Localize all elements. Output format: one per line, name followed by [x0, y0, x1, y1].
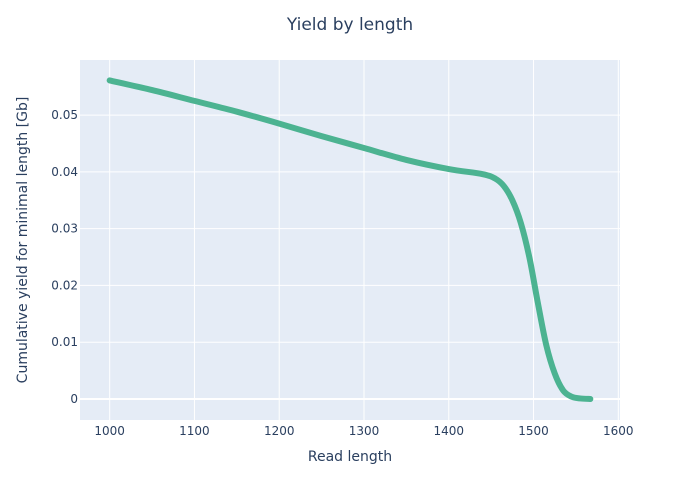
data-point — [403, 157, 409, 163]
data-point — [107, 77, 113, 84]
x-tick-label: 1400 — [433, 424, 464, 438]
gridlines — [80, 60, 620, 420]
data-point — [191, 98, 198, 104]
chart-title: Yield by length — [286, 15, 413, 35]
data-point — [501, 183, 507, 189]
x-tick-label: 1200 — [264, 424, 295, 438]
y-axis-title: Cumulative yield for minimal length [Gb] — [15, 97, 31, 384]
data-point — [518, 220, 524, 226]
y-axis-ticks: 0 0.01 0.02 0.03 0.04 0.05 — [51, 108, 78, 406]
x-tick-label: 1000 — [94, 424, 125, 438]
y-tick-label: 0.05 — [51, 108, 78, 122]
data-point — [446, 166, 452, 172]
data-point — [509, 197, 515, 203]
data-point — [577, 395, 583, 402]
series-line — [106, 77, 594, 402]
x-tick-label: 1600 — [603, 424, 634, 438]
data-point — [535, 299, 541, 306]
data-point — [526, 254, 532, 260]
x-tick-label: 1300 — [349, 424, 380, 438]
y-tick-label: 0.01 — [51, 335, 78, 349]
x-axis-ticks: 1000 1100 1200 1300 1400 1500 1600 — [94, 424, 633, 438]
data-point — [587, 396, 593, 402]
data-point — [560, 387, 566, 394]
data-point — [569, 394, 575, 400]
y-tick-label: 0.02 — [51, 278, 78, 292]
data-point — [319, 133, 325, 139]
data-point — [552, 370, 558, 377]
data-point — [149, 87, 155, 93]
data-point — [492, 176, 498, 182]
plot-area — [80, 60, 620, 420]
y-tick-label: 0.03 — [51, 222, 78, 236]
data-point — [234, 109, 240, 115]
data-point — [361, 145, 367, 151]
series-layer — [106, 77, 594, 402]
data-point — [543, 342, 549, 348]
x-tick-label: 1100 — [179, 424, 210, 438]
x-tick-label: 1500 — [518, 424, 549, 438]
data-point — [276, 121, 282, 127]
x-axis-title: Read length — [308, 449, 392, 465]
y-tick-label: 0.04 — [51, 165, 78, 179]
data-point — [480, 171, 486, 177]
y-tick-label: 0 — [70, 392, 78, 406]
